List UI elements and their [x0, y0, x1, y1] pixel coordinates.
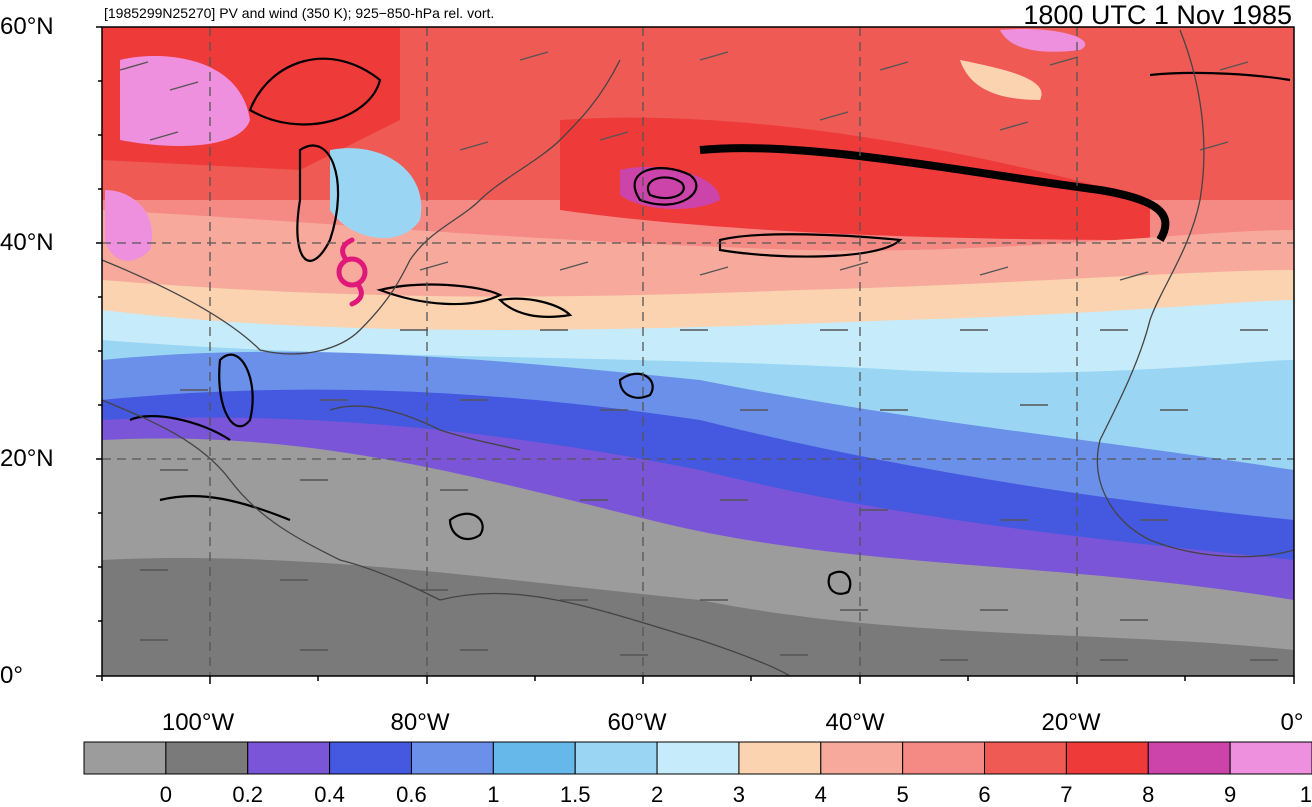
colorbar-swatch — [820, 741, 904, 775]
wind-barb-row-2 — [149, 111, 1229, 151]
coastlines — [102, 29, 1294, 676]
pv-patch-low — [330, 148, 422, 239]
vorticity-contour-jet — [699, 144, 1170, 243]
colorbar-swatch — [1147, 741, 1231, 775]
map-title-left: [1985299N25270] PV and wind (350 K); 925… — [104, 5, 495, 21]
colorbar-label: 5 — [896, 782, 909, 807]
colorbar-label: 3 — [732, 782, 746, 807]
pv-band-dark-gray — [102, 558, 1294, 676]
lat-label-equator: 0° — [0, 662, 23, 689]
colorbar-label: 7 — [1060, 782, 1073, 807]
wind-barb-row-7 — [140, 569, 1148, 621]
pv-patch-atlantic — [620, 166, 720, 210]
colorbar-label: 1.5 — [559, 782, 591, 807]
coastline-south-america — [439, 592, 791, 676]
colorbar-label: 10 — [1299, 782, 1312, 807]
vorticity-contour-south — [827, 570, 852, 595]
vorticity-contour-caribbean — [448, 512, 484, 541]
vorticity-contour-gulf — [218, 353, 254, 428]
wind-barb-row-8 — [140, 639, 1278, 661]
colorbar-swatch — [1065, 741, 1149, 775]
pv-patch-nw — [120, 56, 250, 146]
coastline-europe-africa — [1096, 29, 1294, 558]
lon-label-40w: 40°W — [825, 709, 885, 736]
colorbar-label: 8 — [1142, 782, 1155, 807]
colorbar-swatch — [902, 741, 986, 775]
colorbar-label: 0.2 — [232, 782, 264, 807]
colorbar-swatch — [574, 741, 658, 775]
colorbar-swatch — [656, 741, 740, 775]
vorticity-contour-atlantic-inner — [646, 176, 685, 200]
colorbar-swatch — [83, 741, 167, 775]
pv-patch-light — [960, 60, 1042, 100]
colorbar-swatch — [738, 741, 822, 775]
vorticity-contour-mexico — [129, 414, 291, 522]
lat-label-40n: 40°N — [0, 229, 54, 256]
pv-patch-ne — [1000, 29, 1086, 52]
colorbar-swatch — [165, 741, 249, 775]
lon-label-100w: 100°W — [161, 709, 235, 736]
colorbar-label: 9 — [1224, 782, 1237, 807]
lon-label-80w: 80°W — [390, 709, 450, 736]
vorticity-contour-offshore — [497, 297, 573, 318]
vorticity-contour-storm — [376, 283, 503, 306]
colorbar-swatch — [247, 741, 331, 775]
vorticity-contour-great-lakes — [248, 57, 382, 126]
wind-barb-row-3 — [419, 261, 1149, 281]
colorbar-label: 0 — [159, 782, 172, 807]
hurricane-symbol — [336, 237, 368, 307]
colorbar-label: 1 — [487, 782, 500, 807]
wind-barbs — [119, 51, 1278, 661]
colorbar-label: 2 — [650, 782, 664, 807]
pv-field-bands — [102, 27, 1294, 676]
colorbar-swatch — [410, 741, 494, 775]
wind-barb-row-5 — [180, 389, 1188, 411]
colorbar-swatch — [492, 741, 576, 775]
lat-lon-grid — [102, 27, 1294, 676]
lon-label-20w: 20°W — [1041, 709, 1101, 736]
vorticity-contours — [129, 57, 1291, 595]
vorticity-contour-northeast — [1149, 71, 1291, 82]
colorbar-swatch — [329, 741, 412, 775]
lat-label-20n: 20°N — [0, 445, 54, 472]
coastline-caribbean-islands — [329, 405, 521, 451]
lat-label-60n: 60°N — [0, 13, 54, 40]
colorbar-label: 0.4 — [314, 782, 345, 807]
vorticity-contour-appalachian — [296, 144, 340, 262]
colorbar-label: 4 — [814, 782, 827, 807]
colorbar-label: 0.6 — [396, 782, 427, 807]
map-title-time: 1800 UTC 1 Nov 1985 — [1023, 0, 1292, 30]
vorticity-contour-mid-atlantic — [718, 233, 903, 258]
lon-label-0: 0° — [1280, 709, 1304, 736]
wind-barb-row-1 — [119, 51, 1249, 91]
coastline-north-america — [102, 59, 621, 355]
lon-label-60w: 60°W — [607, 709, 667, 736]
vorticity-contour-atlantic — [633, 167, 698, 206]
colorbar-label: 6 — [978, 782, 991, 807]
colorbar-swatch — [984, 741, 1067, 775]
colorbar — [83, 741, 1312, 775]
colorbar-swatch — [1229, 741, 1312, 775]
vorticity-contour-tropical — [618, 372, 654, 399]
wind-barb-row-6 — [160, 469, 1168, 521]
axis-ticks — [96, 26, 1295, 684]
coastline-mexico-central-america — [102, 399, 441, 601]
